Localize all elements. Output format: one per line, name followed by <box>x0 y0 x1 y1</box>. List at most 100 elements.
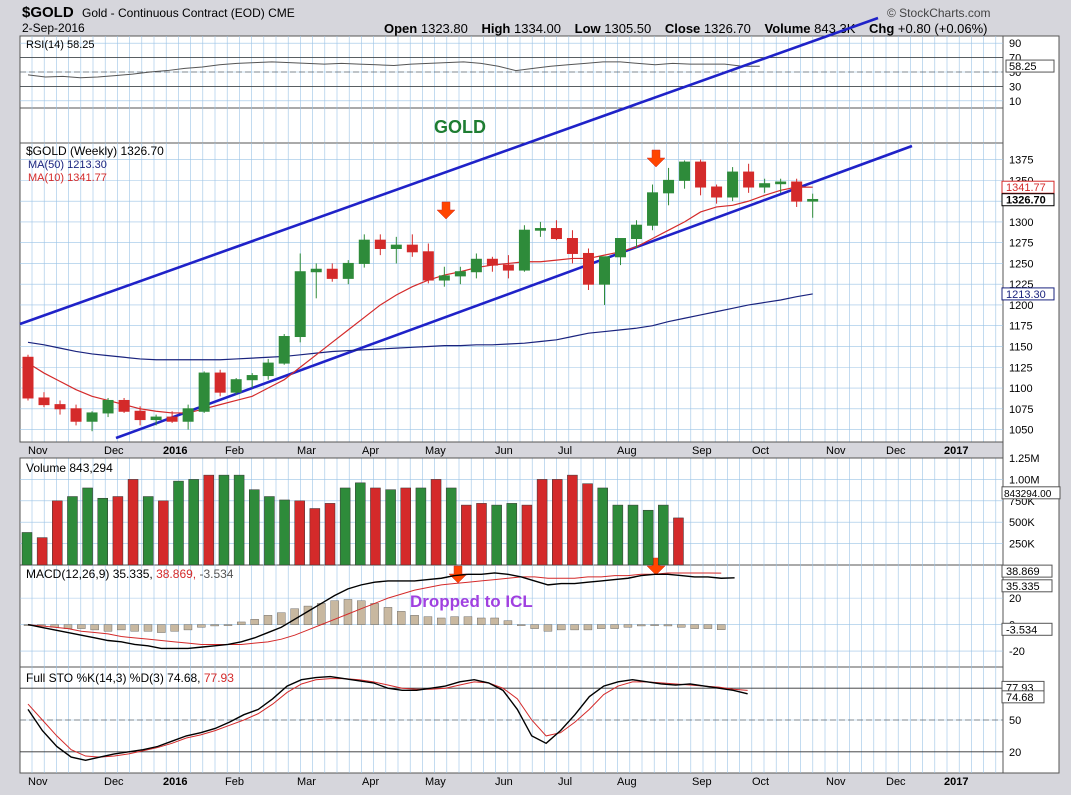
macd-histogram-bar <box>690 624 699 629</box>
candle-body <box>342 262 354 279</box>
y-tick-label: 1275 <box>1009 238 1033 250</box>
y-tick-label: 1050 <box>1009 425 1033 437</box>
candle-body <box>775 181 787 185</box>
y-tick-label: 10 <box>1009 96 1021 108</box>
macd-histogram-bar <box>90 624 99 631</box>
macd-histogram-bar <box>383 607 393 625</box>
macd-histogram-bar <box>317 603 326 625</box>
candle-body <box>374 239 386 249</box>
candle-body <box>470 258 482 273</box>
channel-lower-line <box>115 144 913 440</box>
candle-body <box>807 198 819 202</box>
volume-bar <box>112 496 124 566</box>
volume-bar <box>400 487 411 566</box>
volume-bar <box>627 504 639 566</box>
candle-body <box>422 251 434 281</box>
price-legend: $GOLD (Weekly) 1326.70 <box>26 144 164 158</box>
close-value: 1326.70 <box>703 21 751 36</box>
x-tick-label: Sep <box>692 776 712 788</box>
close-label: Close <box>664 21 701 36</box>
rsi-value-box <box>1005 59 1055 73</box>
y-tick-label: 1175 <box>1009 321 1033 333</box>
x-tick-label: 2017 <box>944 776 968 788</box>
volume-bar <box>127 479 139 566</box>
candle-body <box>679 161 691 181</box>
macd-histogram-bar <box>263 615 273 625</box>
candle-body <box>711 186 723 198</box>
candle-body <box>631 224 643 240</box>
price-value-label: 1213.30 <box>1006 289 1046 301</box>
y-tick-label: -20 <box>1009 646 1025 658</box>
y-tick-label: 1250 <box>1009 258 1033 270</box>
macd-histogram-bar <box>463 616 473 625</box>
macd-value-box <box>1001 564 1053 578</box>
volume-bar <box>476 503 487 566</box>
volume-bar <box>82 487 93 566</box>
volume-bar <box>203 474 215 566</box>
y-tick-label: 20 <box>1009 747 1021 759</box>
x-tick-label: Mar <box>297 445 316 457</box>
sto-legend: Full STO %K(14,3) %D(3) 74.68, 77.93 <box>26 671 234 685</box>
macd-histogram-bar <box>303 605 313 625</box>
macd-histogram-bar <box>717 624 726 630</box>
macd-legend: MACD(12,26,9) 35.335, 38.869, -3.534 <box>26 567 234 581</box>
x-tick-label: Sep <box>692 445 712 457</box>
macd-line <box>27 572 735 650</box>
volume-bar <box>536 479 548 566</box>
sto-value-label: 74.68 <box>1006 692 1034 704</box>
candle-body <box>262 362 274 377</box>
symbol-label: $GOLD <box>22 4 74 21</box>
macd-value-label: 35.335 <box>1006 581 1040 593</box>
x-tick-label: Oct <box>752 776 769 788</box>
candle-body <box>86 412 98 422</box>
y-tick-label: 1200 <box>1009 300 1033 312</box>
down-arrow-icon <box>646 149 666 168</box>
volume-bar <box>339 487 351 566</box>
sto-value-box <box>1001 690 1045 704</box>
x-tick-label: Aug <box>617 445 637 457</box>
y-tick-label: 1100 <box>1009 383 1033 395</box>
volume-bar <box>415 487 427 566</box>
macd-legend-part: MACD(12,26,9) <box>26 567 109 581</box>
x-tick-label: 2017 <box>944 445 968 457</box>
volume-bar <box>67 496 78 566</box>
candle-body <box>550 228 562 240</box>
candle-body <box>150 416 162 421</box>
candle-body <box>566 238 578 254</box>
volume-bar <box>36 537 48 566</box>
low-label: Low <box>574 21 601 36</box>
macd-histogram-bar <box>117 624 126 631</box>
volume-bar <box>506 503 518 566</box>
candle-body <box>214 372 226 393</box>
macd-legend-part: 35.335, <box>109 567 152 581</box>
volume-bar <box>324 503 336 566</box>
macd-histogram-bar <box>330 600 339 625</box>
ma10-legend: MA(10) 1341.77 <box>28 172 107 184</box>
macd-value-box <box>1001 579 1053 593</box>
candle-body <box>695 161 707 188</box>
candle-body <box>230 379 242 393</box>
x-tick-label: Apr <box>362 445 379 457</box>
candle-body <box>502 264 514 271</box>
macd-histogram-bar <box>250 619 259 625</box>
macd-histogram-bar <box>703 624 713 629</box>
volume-bar <box>158 500 169 566</box>
gold-annotation: GOLD <box>434 117 486 137</box>
ma50-line <box>27 293 813 361</box>
sto-d-line <box>27 678 748 758</box>
down-arrow-icon <box>436 201 456 220</box>
macd-histogram-bar <box>637 624 646 627</box>
candle-body <box>102 399 114 414</box>
y-tick-label: 1.00M <box>1009 474 1040 486</box>
candle-body <box>727 171 739 198</box>
ohlc-readout: Open 1323.80 High 1334.00 Low 1305.50 Cl… <box>384 21 998 36</box>
candle-body <box>647 192 659 226</box>
macd-histogram-bar <box>663 624 673 627</box>
macd-histogram-bar <box>517 624 526 626</box>
macd-histogram-bar <box>477 617 486 625</box>
candle-body <box>358 239 370 264</box>
sto-legend-part: Full STO %K(14,3) %D(3) <box>26 671 164 685</box>
macd-histogram-bar <box>370 603 379 625</box>
volume-bar <box>233 474 245 566</box>
low-value: 1305.50 <box>604 21 652 36</box>
